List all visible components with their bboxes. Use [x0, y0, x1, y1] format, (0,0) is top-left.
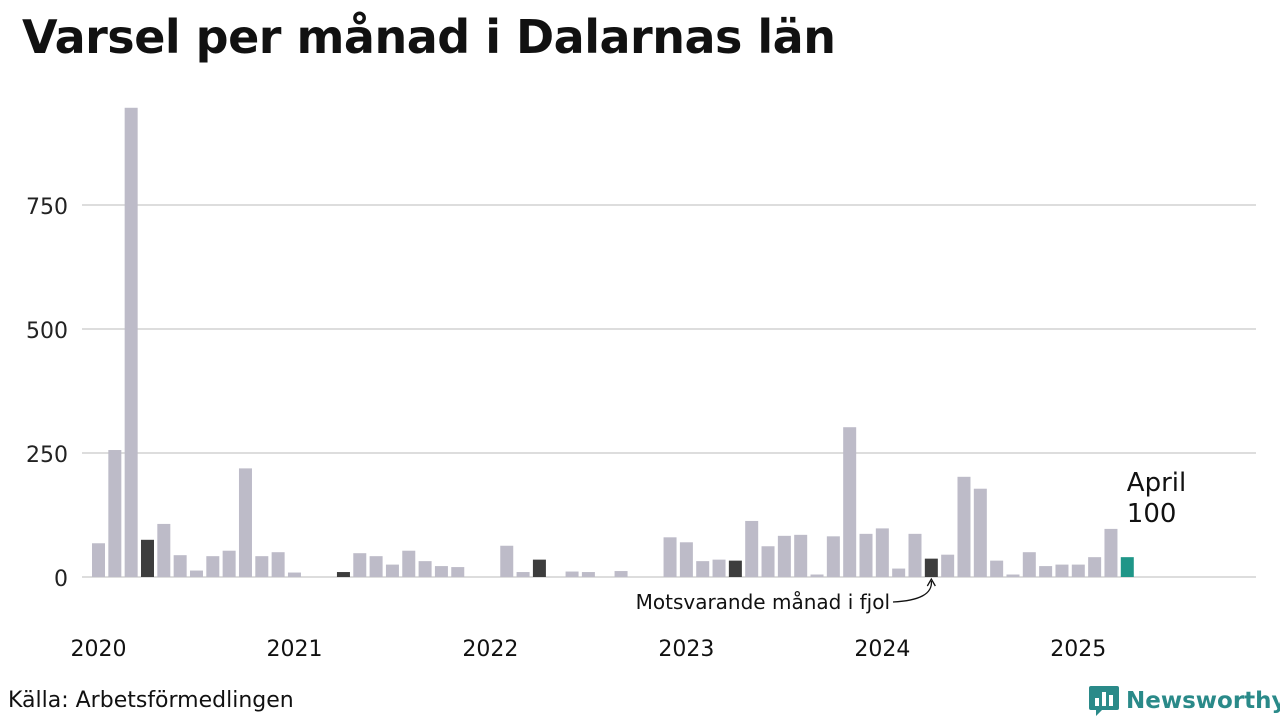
- bar-2020-03: [124, 107, 138, 577]
- y-tick-label: 750: [26, 195, 68, 220]
- current-month-label: April: [1127, 468, 1186, 498]
- bar-2024-12: [1055, 564, 1069, 577]
- bar-2023-07: [777, 535, 791, 577]
- newsworthy-logo: Newsworthy: [1088, 684, 1280, 718]
- bar-2020-08: [206, 556, 220, 577]
- bar-2020-11: [255, 556, 269, 577]
- bar-2024-10: [1022, 552, 1036, 577]
- chart-title: Varsel per månad i Dalarnas län: [22, 10, 836, 64]
- bar-2022-12: [663, 537, 677, 577]
- bar-2022-04: [532, 559, 546, 577]
- bar-2022-03: [516, 572, 530, 577]
- bar-2021-07: [385, 564, 399, 577]
- bar-2024-08: [990, 560, 1004, 577]
- bar-2021-06: [369, 556, 383, 577]
- bar-2024-06: [957, 476, 971, 577]
- bar-2023-08: [794, 534, 808, 577]
- bar-2024-04: [924, 558, 938, 577]
- y-tick-label: 250: [26, 443, 68, 468]
- annotation-text: Motsvarande månad i fjol: [636, 590, 890, 614]
- bar-2020-10: [238, 468, 252, 577]
- bar-2021-01: [287, 572, 301, 577]
- bar-2024-11: [1039, 566, 1053, 577]
- bar-2021-08: [402, 550, 416, 577]
- bar-2023-12: [859, 533, 873, 577]
- bar-2024-07: [973, 488, 987, 577]
- bar-2021-04: [336, 572, 350, 577]
- bar-2023-02: [696, 561, 710, 577]
- bar-2022-09: [614, 571, 628, 577]
- x-tick-label: 2021: [266, 637, 322, 662]
- newsworthy-logo-text: Newsworthy: [1126, 688, 1280, 714]
- bar-2024-05: [941, 554, 955, 577]
- y-axis-ticks: 0 250 500 750: [26, 195, 68, 592]
- bars: [92, 107, 1134, 577]
- x-tick-label: 2023: [658, 637, 714, 662]
- bar-2023-06: [761, 546, 775, 577]
- bar-2021-11: [451, 567, 465, 577]
- y-tick-label: 500: [26, 319, 68, 344]
- bar-2022-07: [581, 572, 595, 577]
- bar-2020-09: [222, 550, 236, 577]
- bar-2020-04: [140, 539, 154, 577]
- bar-2021-05: [353, 553, 367, 577]
- newsworthy-logo-icon: [1089, 686, 1119, 716]
- x-tick-label: 2020: [71, 637, 127, 662]
- bar-2023-11: [843, 427, 857, 577]
- bar-2025-04: [1120, 557, 1134, 577]
- bar-2023-05: [745, 520, 759, 577]
- bar-2020-12: [271, 552, 285, 577]
- bar-2024-09: [1006, 574, 1020, 577]
- x-tick-label: 2022: [462, 637, 518, 662]
- bar-2020-01: [92, 543, 105, 577]
- bar-2023-01: [679, 542, 693, 577]
- bar-2025-03: [1104, 528, 1118, 577]
- x-tick-label: 2024: [854, 637, 910, 662]
- y-tick-label: 0: [54, 567, 68, 592]
- bar-2024-01: [875, 528, 889, 577]
- gridlines: [82, 204, 1256, 578]
- source-text: Källa: Arbetsförmedlingen: [8, 688, 294, 713]
- annotation-arrowhead: [926, 577, 936, 587]
- x-axis-labels: 2020 2021 2022 2023 2024 2025: [71, 637, 1107, 662]
- bar-2023-10: [826, 536, 840, 577]
- annotation-arrow: [892, 580, 932, 603]
- x-tick-label: 2025: [1050, 637, 1106, 662]
- bar-2022-02: [500, 545, 514, 577]
- bar-2020-07: [189, 570, 203, 577]
- bar-2025-01: [1071, 564, 1085, 577]
- bar-2022-06: [565, 571, 579, 577]
- bar-2020-02: [108, 450, 122, 577]
- bar-2021-10: [434, 566, 448, 577]
- current-month-value: 100: [1127, 499, 1177, 529]
- bar-2023-09: [810, 574, 824, 577]
- bar-2023-04: [728, 560, 742, 577]
- bar-2025-02: [1088, 557, 1102, 577]
- bar-2020-05: [157, 523, 171, 577]
- bar-2024-03: [908, 533, 922, 577]
- bar-2023-03: [712, 559, 726, 577]
- bar-2024-02: [892, 568, 906, 577]
- bar-2021-09: [418, 561, 432, 577]
- bar-2020-06: [173, 555, 187, 577]
